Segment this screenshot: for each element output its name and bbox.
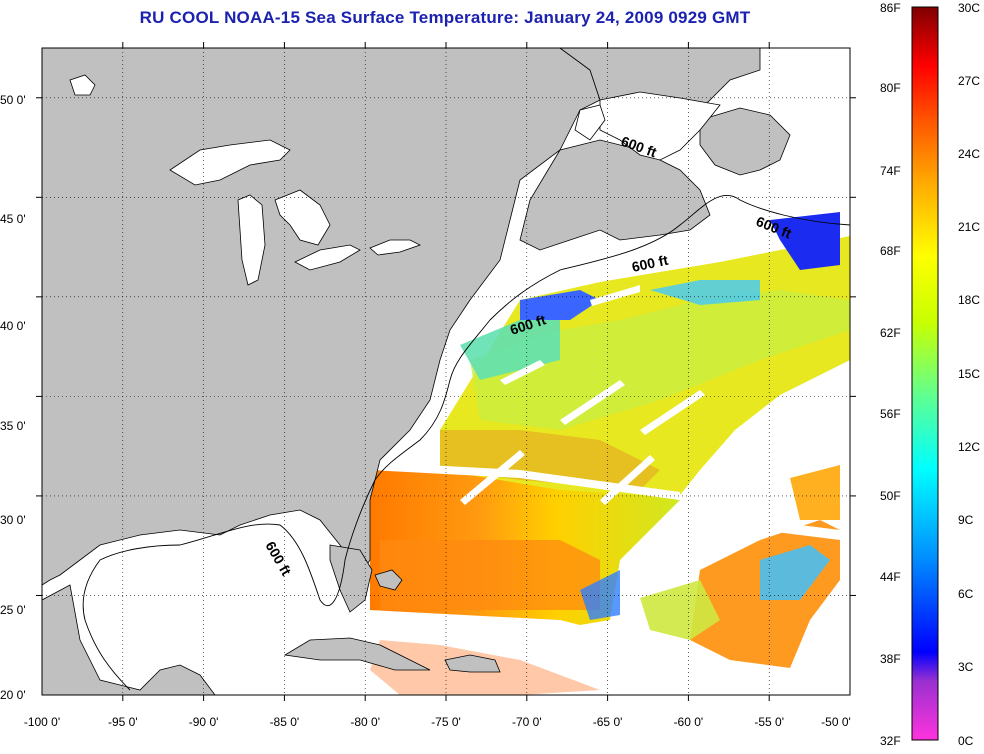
colorbar-scale [911, 6, 939, 741]
x-tick-label: -65 0' [593, 715, 623, 729]
colorbar-c-label: 30C [958, 1, 980, 15]
cloud-streaks [370, 285, 840, 540]
x-tick-label: -75 0' [431, 715, 461, 729]
colorbar-f-label: 86F [880, 1, 901, 15]
lake-winnipeg [69, 74, 96, 96]
y-tick-label: 40 0' [0, 319, 26, 333]
lake-ontario [369, 239, 422, 256]
lake-michigan [237, 194, 266, 286]
lake-huron [274, 189, 331, 246]
colorbar-c-label: 12C [958, 440, 980, 454]
y-tick-label: 35 0' [0, 419, 26, 433]
x-tick-label: -100 0' [24, 715, 60, 729]
x-tick-label: -55 0' [754, 715, 784, 729]
sst-swath-south [370, 430, 840, 668]
axis-ticks [36, 42, 856, 701]
colorbar-f-label: 32F [880, 734, 901, 748]
x-tick-label: -90 0' [189, 715, 219, 729]
colorbar-f-label: 50F [880, 489, 901, 503]
lake-erie [294, 244, 361, 271]
colorbar-f-label: 56F [880, 407, 901, 421]
colorbar-c-label: 0C [958, 734, 974, 748]
colorbar-c-label: 21C [958, 220, 980, 234]
land [42, 48, 791, 695]
colorbar-c-label: 3C [958, 660, 974, 674]
bahamas [374, 569, 403, 591]
sst-map: 600 ft 600 ft 600 ft 600 ft 600 ft -100 … [0, 42, 856, 729]
x-tick-label: -85 0' [270, 715, 300, 729]
x-axis-labels: -100 0' -95 0' -90 0' -85 0' -80 0' -75 … [24, 715, 851, 729]
colorbar-f-label: 74F [880, 164, 901, 178]
x-tick-label: -95 0' [108, 715, 138, 729]
colorbar-f-label: 62F [880, 326, 901, 340]
north-america [42, 48, 601, 586]
colorbar-c-label: 27C [958, 74, 980, 88]
y-tick-label: 45 0' [0, 212, 26, 226]
x-tick-label: -60 0' [674, 715, 704, 729]
newfoundland [699, 107, 791, 176]
x-tick-label: -70 0' [512, 715, 542, 729]
colorbar-c-labels: 30C 27C 24C 21C 18C 15C 12C 9C 6C 3C 0C [958, 1, 980, 748]
x-tick-label: -80 0' [350, 715, 380, 729]
lake-superior [169, 139, 291, 186]
colorbar-c-label: 24C [958, 147, 980, 161]
y-axis-labels: 50 0' 45 0' 40 0' 35 0' 30 0' 25 0' 20 0… [0, 93, 26, 702]
colorbar-f-labels: 86F 80F 74F 68F 62F 56F 50F 44F 38F 32F [880, 1, 901, 748]
hispaniola [444, 654, 501, 673]
cuba [283, 637, 431, 671]
map-title: RU COOL NOAA-15 Sea Surface Temperature:… [139, 8, 751, 27]
y-tick-label: 25 0' [0, 603, 26, 617]
colorbar-c-label: 18C [958, 293, 980, 307]
x-tick-label: -50 0' [821, 715, 851, 729]
y-tick-label: 30 0' [0, 513, 26, 527]
mexico [42, 584, 216, 695]
y-tick-label: 20 0' [0, 688, 26, 702]
great-lakes [69, 74, 422, 286]
colorbar-f-label: 38F [880, 652, 901, 666]
isobath-label: 600 ft [630, 252, 669, 275]
colorbar-c-label: 6C [958, 587, 974, 601]
colorbar-f-label: 68F [880, 244, 901, 258]
grid [42, 48, 850, 695]
colorbar-c-label: 15C [958, 367, 980, 381]
colorbar-c-label: 9C [958, 513, 974, 527]
colorbar-f-label: 80F [880, 81, 901, 95]
colorbar-f-label: 44F [880, 570, 901, 584]
isobath-600ft [82, 194, 850, 691]
st-lawrence [574, 91, 721, 161]
florida [329, 544, 373, 613]
y-tick-label: 50 0' [0, 93, 26, 107]
